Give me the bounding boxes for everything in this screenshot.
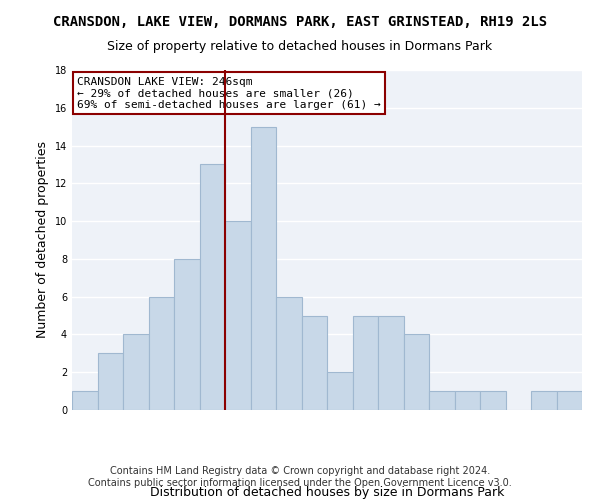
Bar <box>276 296 302 410</box>
Y-axis label: Number of detached properties: Number of detached properties <box>36 142 49 338</box>
Bar <box>225 221 251 410</box>
Bar <box>557 391 582 410</box>
Bar <box>97 354 123 410</box>
Bar <box>72 391 97 410</box>
Bar <box>404 334 429 410</box>
Bar <box>531 391 557 410</box>
Bar <box>429 391 455 410</box>
Text: CRANSDON, LAKE VIEW, DORMANS PARK, EAST GRINSTEAD, RH19 2LS: CRANSDON, LAKE VIEW, DORMANS PARK, EAST … <box>53 15 547 29</box>
Text: Contains HM Land Registry data © Crown copyright and database right 2024.
Contai: Contains HM Land Registry data © Crown c… <box>88 466 512 487</box>
Text: Size of property relative to detached houses in Dormans Park: Size of property relative to detached ho… <box>107 40 493 53</box>
Bar <box>327 372 353 410</box>
Text: CRANSDON LAKE VIEW: 246sqm
← 29% of detached houses are smaller (26)
69% of semi: CRANSDON LAKE VIEW: 246sqm ← 29% of deta… <box>77 77 381 110</box>
Bar <box>480 391 505 410</box>
Bar <box>199 164 225 410</box>
Bar <box>353 316 378 410</box>
Bar <box>251 126 276 410</box>
Bar <box>174 259 199 410</box>
Bar <box>302 316 327 410</box>
Bar <box>455 391 480 410</box>
Bar <box>123 334 149 410</box>
Bar <box>149 296 174 410</box>
X-axis label: Distribution of detached houses by size in Dormans Park: Distribution of detached houses by size … <box>150 486 504 500</box>
Bar <box>378 316 404 410</box>
